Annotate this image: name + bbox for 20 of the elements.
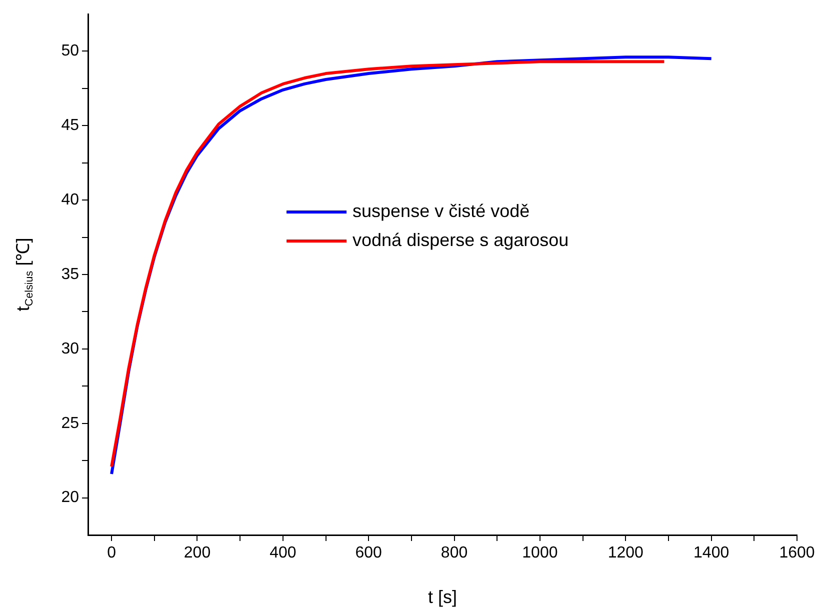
y-tick-label: 40 — [61, 191, 80, 208]
y-axis-title: tCelsius [℃] — [12, 238, 36, 312]
x-tick-label: 600 — [355, 544, 382, 562]
y-tick-label: 30 — [61, 340, 80, 358]
y-tick-label: 20 — [61, 489, 80, 506]
y-tick-label: 45 — [61, 117, 80, 134]
y-tick-label: 25 — [61, 414, 80, 432]
y-tick-label: 35 — [61, 266, 80, 283]
x-tick-label: 1000 — [522, 544, 558, 562]
x-tick-label: 1200 — [608, 544, 644, 562]
x-tick-label: 200 — [184, 544, 211, 562]
x-tick-label: 800 — [440, 544, 468, 562]
legend-label: suspense v čisté vodě — [352, 200, 530, 221]
x-tick-label: 0 — [107, 544, 116, 562]
y-tick-label: 50 — [61, 42, 80, 60]
legend-label: vodná disperse s agarosou — [352, 230, 569, 250]
x-tick-label: 400 — [270, 544, 296, 562]
x-tick-label: 1600 — [779, 544, 815, 562]
x-tick-label: 1400 — [694, 544, 730, 562]
x-axis-title: t [s] — [428, 586, 458, 607]
